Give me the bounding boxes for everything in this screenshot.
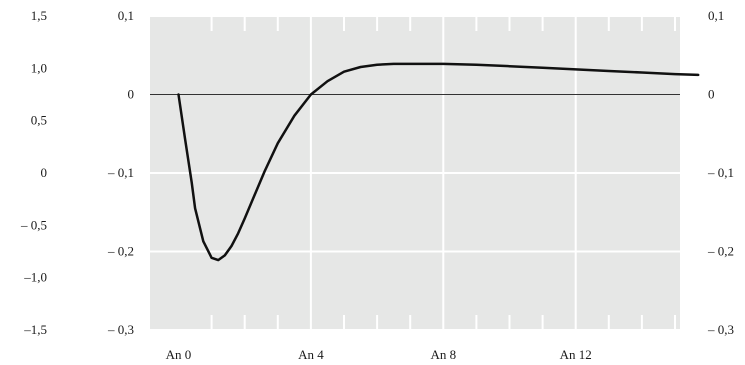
y-outer-left-tick-label: –1,0 (23, 270, 47, 285)
y-right-tick-label: – 0,3 (707, 322, 734, 337)
y-inner-left-tick-label: – 0,2 (107, 244, 134, 259)
x-tick-label: An 0 (166, 347, 192, 362)
x-tick-label: An 12 (560, 347, 592, 362)
grid-lines (150, 15, 680, 331)
y-outer-left-tick-label: – 0,5 (20, 217, 47, 232)
top-minor-ticks (210, 16, 676, 330)
y-inner-left-tick-label: 0,1 (118, 8, 134, 23)
y-right-tick-label: – 0,2 (707, 244, 734, 259)
y-right-tick-label: 0,1 (708, 8, 724, 23)
y-inner-left-tick-label: – 0,3 (107, 322, 134, 337)
y-right-tick-label: – 0,1 (707, 165, 734, 180)
y-outer-left-tick-label: 0,5 (31, 113, 47, 128)
y-inner-left-tick-label: 0 (128, 87, 135, 102)
y-outer-left-tick-label: 1,0 (31, 60, 47, 75)
x-tick-label: An 8 (430, 347, 456, 362)
y-right-tick-label: 0 (708, 87, 715, 102)
y-outer-left-tick-label: 0 (41, 165, 48, 180)
series-line (177, 62, 700, 262)
series-layer (150, 62, 700, 262)
y-outer-left-tick-label: 1,5 (31, 8, 47, 23)
y-outer-left-tick-label: –1,5 (23, 322, 47, 337)
tick-labels: An 0 An 4 An 8 An 12 0,1 0 – 0,1 – 0,2 – 0,3 0,1 0… (20, 8, 734, 362)
y-inner-left-tick-label: – 0,1 (107, 165, 134, 180)
x-tick-label: An 4 (298, 347, 324, 362)
